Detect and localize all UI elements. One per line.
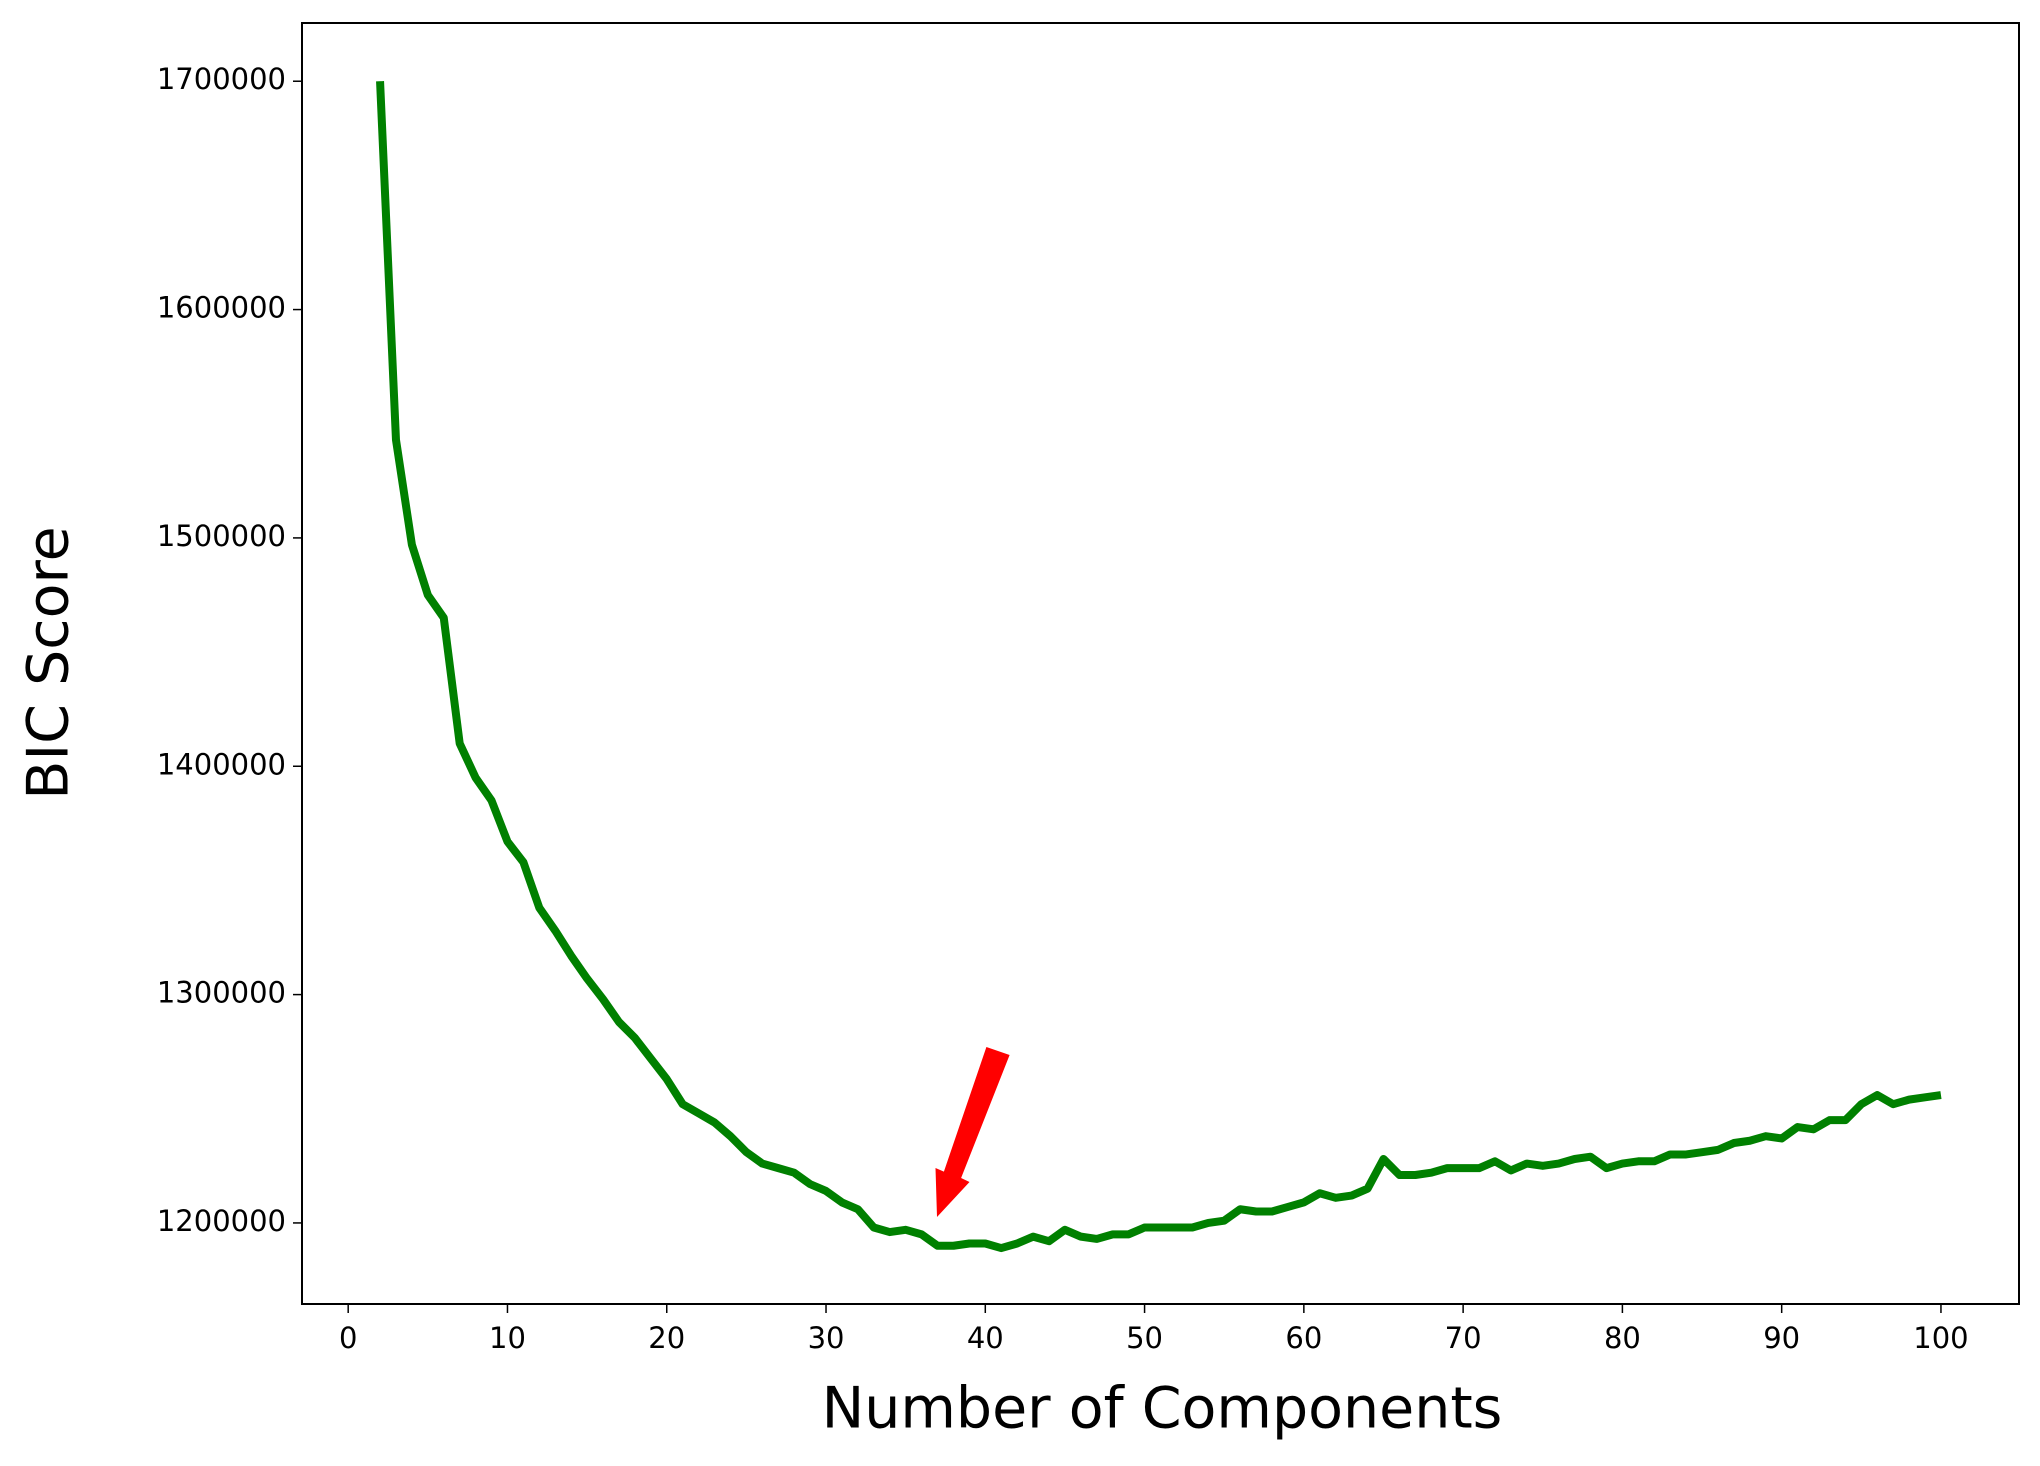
x-tick-label: 70: [1445, 1321, 1482, 1355]
x-axis-label: Number of Components: [822, 1376, 1503, 1442]
x-tick-label: 0: [339, 1321, 357, 1355]
x-tick-label: 60: [1285, 1321, 1322, 1355]
y-tick-label: 1600000: [157, 291, 286, 325]
x-tick-label: 10: [489, 1321, 526, 1355]
y-axis-label: BIC Score: [16, 526, 82, 799]
y-tick-label: 1700000: [157, 62, 286, 96]
x-tick-label: 50: [1126, 1321, 1163, 1355]
y-tick-label: 1400000: [157, 747, 286, 781]
data-line: [376, 81, 1942, 1253]
annotation-arrow: [935, 1047, 1010, 1217]
x-tick-label: 30: [808, 1321, 845, 1355]
x-tick-label: 100: [1913, 1321, 1968, 1355]
y-tick-label: 1500000: [157, 519, 286, 553]
y-tick-label: 1200000: [157, 1204, 286, 1238]
axes-frame: [301, 22, 2020, 1305]
x-tick-label: 90: [1763, 1321, 1800, 1355]
x-tick-label: 20: [648, 1321, 685, 1355]
x-tick-label: 80: [1604, 1321, 1641, 1355]
y-tick-label: 1300000: [157, 976, 286, 1010]
x-tick-label: 40: [967, 1321, 1004, 1355]
